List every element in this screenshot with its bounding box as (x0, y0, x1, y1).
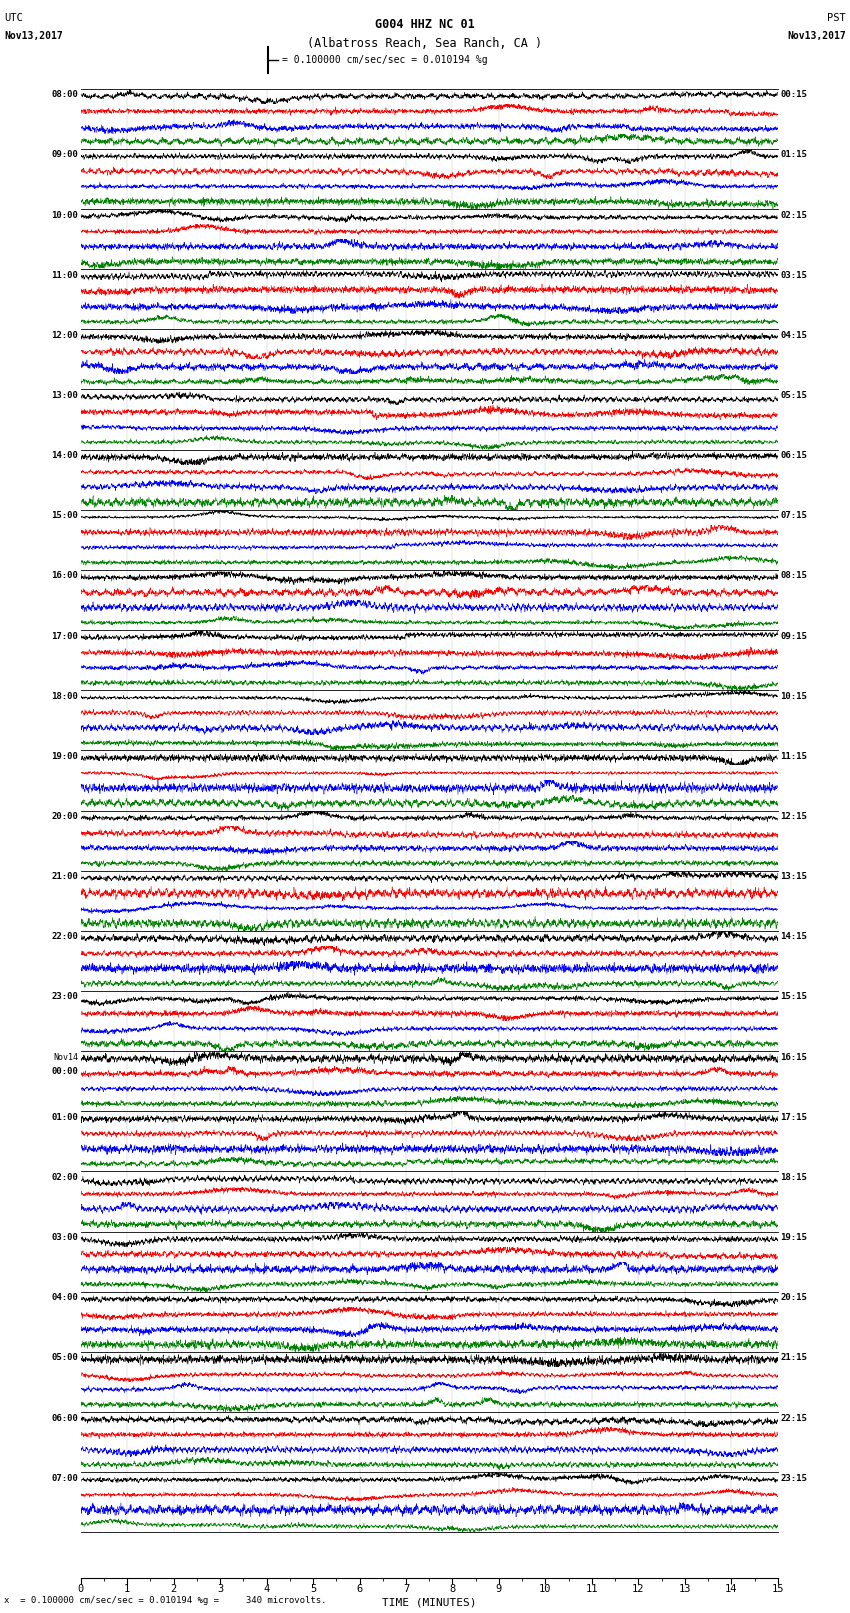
Text: 13:00: 13:00 (51, 390, 78, 400)
Text: 14:00: 14:00 (51, 452, 78, 460)
Text: 02:00: 02:00 (51, 1173, 78, 1182)
Text: 21:15: 21:15 (780, 1353, 808, 1363)
Text: 04:15: 04:15 (780, 331, 808, 340)
Text: PST: PST (827, 13, 846, 23)
Text: 05:00: 05:00 (51, 1353, 78, 1363)
Text: 14:15: 14:15 (780, 932, 808, 942)
Text: 03:15: 03:15 (780, 271, 808, 279)
Text: 12:00: 12:00 (51, 331, 78, 340)
Text: 16:00: 16:00 (51, 571, 78, 581)
Text: 18:15: 18:15 (780, 1173, 808, 1182)
Text: 06:00: 06:00 (51, 1413, 78, 1423)
Text: 23:00: 23:00 (51, 992, 78, 1002)
Text: 07:00: 07:00 (51, 1474, 78, 1482)
Text: 04:00: 04:00 (51, 1294, 78, 1302)
X-axis label: TIME (MINUTES): TIME (MINUTES) (382, 1597, 477, 1607)
Text: 10:15: 10:15 (780, 692, 808, 700)
Text: 11:00: 11:00 (51, 271, 78, 279)
Text: Nov14: Nov14 (54, 1053, 78, 1061)
Text: 15:15: 15:15 (780, 992, 808, 1002)
Text: 20:00: 20:00 (51, 811, 78, 821)
Text: 00:15: 00:15 (780, 90, 808, 100)
Text: 23:15: 23:15 (780, 1474, 808, 1482)
Text: 21:00: 21:00 (51, 873, 78, 881)
Text: 09:15: 09:15 (780, 632, 808, 640)
Text: 17:00: 17:00 (51, 632, 78, 640)
Text: 19:15: 19:15 (780, 1232, 808, 1242)
Text: 08:00: 08:00 (51, 90, 78, 100)
Text: 15:00: 15:00 (51, 511, 78, 521)
Text: x  = 0.100000 cm/sec/sec = 0.010194 %g =     340 microvolts.: x = 0.100000 cm/sec/sec = 0.010194 %g = … (4, 1595, 326, 1605)
Text: 11:15: 11:15 (780, 752, 808, 761)
Text: 20:15: 20:15 (780, 1294, 808, 1302)
Text: G004 HHZ NC 01: G004 HHZ NC 01 (375, 18, 475, 31)
Text: 10:00: 10:00 (51, 211, 78, 219)
Text: 13:15: 13:15 (780, 873, 808, 881)
Text: = 0.100000 cm/sec/sec = 0.010194 %g: = 0.100000 cm/sec/sec = 0.010194 %g (282, 55, 488, 65)
Text: UTC: UTC (4, 13, 23, 23)
Text: 12:15: 12:15 (780, 811, 808, 821)
Text: Nov13,2017: Nov13,2017 (787, 31, 846, 40)
Text: 22:00: 22:00 (51, 932, 78, 942)
Text: 16:15: 16:15 (780, 1053, 808, 1061)
Text: 22:15: 22:15 (780, 1413, 808, 1423)
Text: 08:15: 08:15 (780, 571, 808, 581)
Text: 09:00: 09:00 (51, 150, 78, 160)
Text: 01:00: 01:00 (51, 1113, 78, 1121)
Text: 17:15: 17:15 (780, 1113, 808, 1121)
Text: (Albatross Reach, Sea Ranch, CA ): (Albatross Reach, Sea Ranch, CA ) (308, 37, 542, 50)
Text: 19:00: 19:00 (51, 752, 78, 761)
Text: 02:15: 02:15 (780, 211, 808, 219)
Text: 06:15: 06:15 (780, 452, 808, 460)
Text: 05:15: 05:15 (780, 390, 808, 400)
Text: 01:15: 01:15 (780, 150, 808, 160)
Text: 00:00: 00:00 (51, 1068, 78, 1076)
Text: 18:00: 18:00 (51, 692, 78, 700)
Text: Nov13,2017: Nov13,2017 (4, 31, 63, 40)
Text: 07:15: 07:15 (780, 511, 808, 521)
Text: 03:00: 03:00 (51, 1232, 78, 1242)
